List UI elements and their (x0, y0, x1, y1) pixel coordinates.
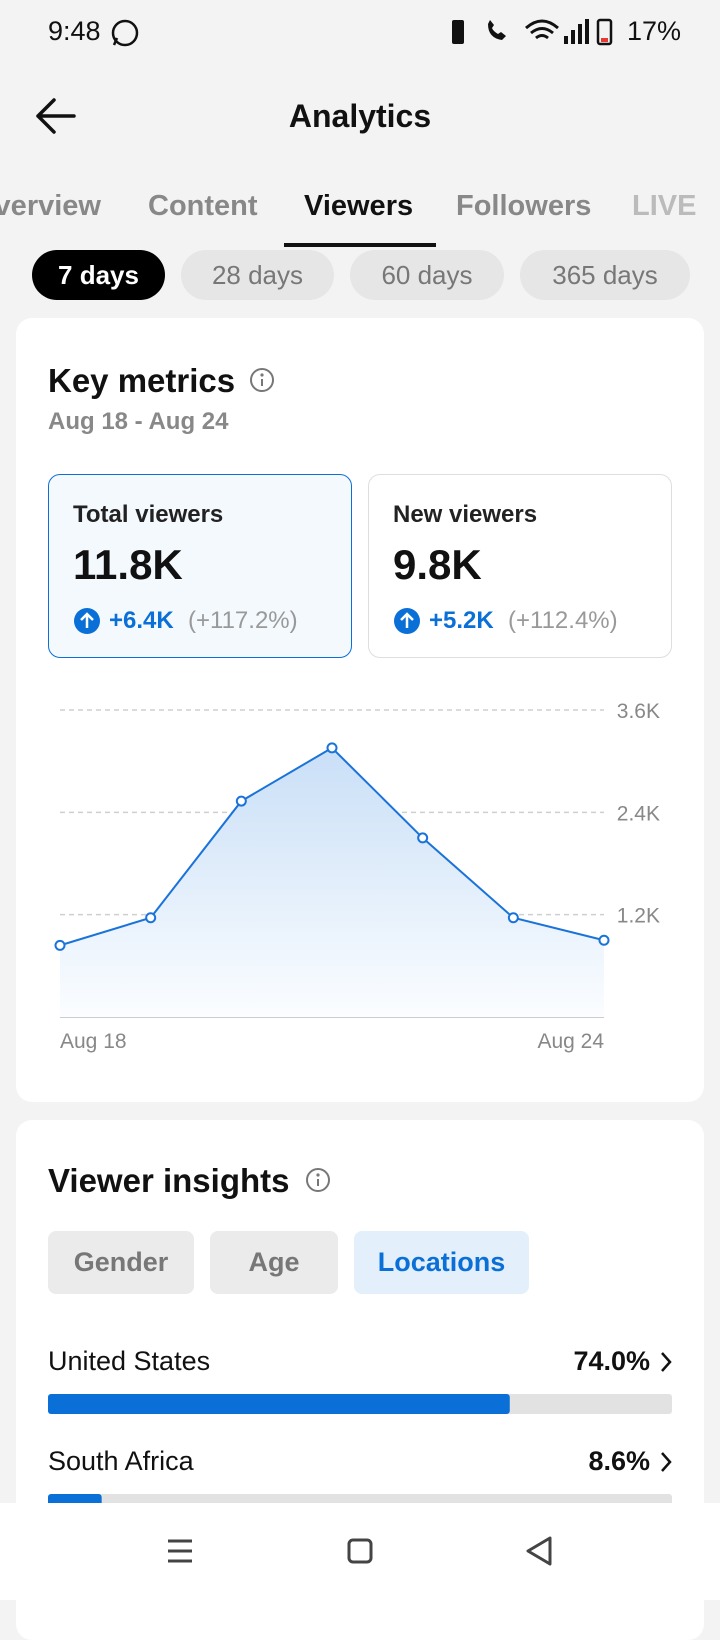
y-tick-label: 1.2K (617, 905, 660, 928)
battery-level: 17% (627, 16, 682, 46)
y-tick-label: 2.4K (617, 802, 660, 825)
metric-percent: (+112.4%) (508, 607, 618, 634)
chevron[interactable] (658, 1450, 674, 1474)
info-icon[interactable] (304, 1166, 332, 1194)
area-fill (60, 747, 604, 1017)
navigation-bar (0, 1503, 720, 1600)
metric-label: New viewers (393, 501, 538, 528)
data-point (417, 832, 429, 844)
section-title: Key metrics (48, 362, 236, 399)
metric-card[interactable]: New viewers 9.8K +5.2K (+112.4%) (368, 474, 672, 658)
back-button[interactable] (34, 96, 78, 136)
metric-change: +5.2K (429, 607, 494, 634)
data-point (235, 795, 247, 807)
data-point (54, 939, 66, 951)
viewers-chart: 1.2K 2.4K 3.6K Aug 18 Aug 24 (54, 700, 660, 1053)
filter-chip[interactable]: Age (210, 1231, 338, 1294)
location-bar (48, 1394, 672, 1414)
location-name: South Africa (48, 1446, 194, 1476)
filter-chip-selected[interactable]: Locations (354, 1231, 529, 1294)
tab[interactable]: Content (148, 190, 258, 222)
section-title: Viewer insights (48, 1162, 290, 1199)
tab[interactable]: Overview (0, 190, 101, 222)
location-percent: 74.0% (573, 1346, 650, 1376)
metric-label: Total viewers (73, 501, 224, 528)
up-arrow-icon (74, 608, 100, 634)
metric-value: 9.8K (393, 541, 482, 588)
metric-change: +6.4K (109, 607, 174, 634)
status-icons (452, 18, 613, 46)
chevron[interactable] (658, 1350, 674, 1374)
chevron-path (661, 1452, 672, 1472)
x-tick-label: Aug 24 (537, 1030, 604, 1053)
status-time: 9:48 (48, 16, 101, 46)
tab-indicator (284, 243, 436, 247)
location-percent: 8.6% (588, 1446, 650, 1476)
period-chip[interactable]: 28 days (181, 250, 334, 300)
tab[interactable]: LIVE (632, 190, 697, 222)
tab-active[interactable]: Viewers (304, 190, 414, 222)
y-tick-label: 3.6K (617, 700, 660, 723)
tab[interactable]: Followers (456, 190, 592, 222)
period-chip-selected[interactable]: 7 days (32, 250, 165, 300)
location-name: United States (48, 1346, 211, 1376)
metric-card-selected[interactable]: Total viewers 11.8K +6.4K (+117.2%) (48, 474, 352, 658)
page-title: Analytics (288, 98, 432, 134)
date-range: Aug 18 - Aug 24 (48, 408, 229, 435)
info-icon[interactable] (248, 366, 276, 394)
data-point (326, 742, 338, 754)
chevron-path (661, 1352, 672, 1372)
tab-bar-edge (0, 244, 720, 250)
filter-chip[interactable]: Gender (48, 1231, 194, 1294)
period-chip[interactable]: 365 days (520, 250, 690, 300)
period-chip[interactable]: 60 days (350, 250, 504, 300)
metric-percent: (+117.2%) (188, 607, 298, 634)
data-point (507, 912, 519, 924)
nav-icons (168, 1536, 552, 1566)
bar (48, 1394, 510, 1414)
screen: 9:48 17% Analytics Overview Content View… (0, 16, 720, 1640)
whatsapp-icon (111, 19, 139, 47)
data-point (598, 934, 610, 946)
data-point (145, 912, 157, 924)
x-tick-label: Aug 18 (60, 1030, 127, 1053)
metric-value: 11.8K (73, 541, 183, 588)
up-arrow-icon (394, 608, 420, 634)
